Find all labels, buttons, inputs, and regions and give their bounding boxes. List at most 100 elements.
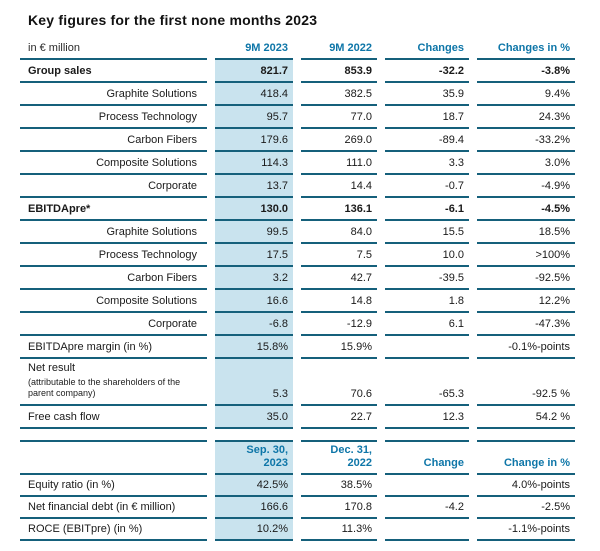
page-title: Key figures for the first none months 20… [28, 12, 318, 28]
cell-value: 4.0%-points [477, 475, 575, 497]
cell-value: 70.6 [301, 359, 377, 406]
column-header-changes-pct: Changes in % [477, 38, 575, 60]
table-row: Net result (attributable to the sharehold… [20, 359, 577, 406]
cell-value: 382.5 [301, 83, 377, 106]
cell-value: -33.2% [477, 129, 575, 152]
table-row: ROCE (EBITpre) (in %) 10.2% 11.3% -1.1%-poi… [20, 519, 577, 541]
row-label: Process Technology [20, 106, 207, 129]
cell-value: 1.8 [385, 290, 469, 313]
cell-value: 136.1 [301, 198, 377, 221]
cell-value: 95.7 [215, 106, 293, 129]
cell-value: -32.2 [385, 60, 469, 83]
row-label: Group sales [20, 60, 207, 83]
table-body: Group sales 821.7 853.9 -32.2 -3.8% Graphite … [20, 60, 577, 429]
table-body: Equity ratio (in %) 42.5% 38.5% 4.0%-points… [20, 475, 577, 541]
cell-value: 54.2 % [477, 406, 575, 429]
row-label: Carbon Fibers [20, 129, 207, 152]
cell-value: 166.6 [215, 497, 293, 519]
row-label: Net result (attributable to the sharehold… [20, 359, 207, 406]
cell-value: -92.5 % [477, 359, 575, 406]
column-header-changes: Changes [385, 38, 469, 60]
table-row: Corporate -6.8 -12.9 6.1 -47.3% [20, 313, 577, 336]
cell-value: 18.5% [477, 221, 575, 244]
cell-value: 12.2% [477, 290, 575, 313]
cell-value: 114.3 [215, 152, 293, 175]
cell-value: -0.7 [385, 175, 469, 198]
table-row: Equity ratio (in %) 42.5% 38.5% 4.0%-points [20, 475, 577, 497]
table-row: Graphite Solutions 99.5 84.0 15.5 18.5% [20, 221, 577, 244]
cell-value: -65.3 [385, 359, 469, 406]
table-row: Corporate 13.7 14.4 -0.7 -4.9% [20, 175, 577, 198]
cell-value: 3.0% [477, 152, 575, 175]
cell-value: 3.3 [385, 152, 469, 175]
cell-value [385, 475, 469, 497]
cell-value: 77.0 [301, 106, 377, 129]
cell-value: 17.5 [215, 244, 293, 267]
table-row: Group sales 821.7 853.9 -32.2 -3.8% [20, 60, 577, 83]
column-header-sep-30-2023: Sep. 30, 2023 [215, 440, 293, 475]
cell-value: 3.2 [215, 267, 293, 290]
table-row: Free cash flow 35.0 22.7 12.3 54.2 % [20, 406, 577, 429]
cell-value: 5.3 [215, 359, 293, 406]
table-row: Carbon Fibers 3.2 42.7 -39.5 -92.5% [20, 267, 577, 290]
cell-value: 179.6 [215, 129, 293, 152]
table-row: Composite Solutions 16.6 14.8 1.8 12.2% [20, 290, 577, 313]
cell-value: 130.0 [215, 198, 293, 221]
unit-label-blank [20, 440, 207, 475]
row-label: Free cash flow [20, 406, 207, 429]
cell-value: 13.7 [215, 175, 293, 198]
row-label: Composite Solutions [20, 152, 207, 175]
table-row: Carbon Fibers 179.6 269.0 -89.4 -33.2% [20, 129, 577, 152]
row-label: Composite Solutions [20, 290, 207, 313]
table-row: Net financial debt (in € million) 166.6 17… [20, 497, 577, 519]
cell-value: 6.1 [385, 313, 469, 336]
unit-label: in € million [20, 38, 207, 60]
cell-value: 14.4 [301, 175, 377, 198]
row-sublabel: (attributable to the shareholders of the… [28, 377, 181, 398]
cell-value: 111.0 [301, 152, 377, 175]
cell-value: 35.0 [215, 406, 293, 429]
column-header-dec-31-2022: Dec. 31, 2022 [301, 440, 377, 475]
cell-value: -4.9% [477, 175, 575, 198]
row-label: Graphite Solutions [20, 221, 207, 244]
row-label: EBITDApre margin (in %) [20, 336, 207, 359]
table-header-row: in € million 9M 2023 9M 2022 Changes Cha… [20, 38, 577, 60]
cell-value [385, 519, 469, 541]
column-header-change-pct: Change in % [477, 440, 575, 475]
cell-value: 38.5% [301, 475, 377, 497]
cell-value: -47.3% [477, 313, 575, 336]
table-row: Process Technology 95.7 77.0 18.7 24.3% [20, 106, 577, 129]
cell-value: -89.4 [385, 129, 469, 152]
table-row: EBITDApre* 130.0 136.1 -6.1 -4.5% [20, 198, 577, 221]
cell-value: -1.1%-points [477, 519, 575, 541]
cell-value: 14.8 [301, 290, 377, 313]
cell-value: -3.8% [477, 60, 575, 83]
table-row: Composite Solutions 114.3 111.0 3.3 3.0% [20, 152, 577, 175]
cell-value: 7.5 [301, 244, 377, 267]
cell-value: 10.0 [385, 244, 469, 267]
row-label: Process Technology [20, 244, 207, 267]
balance-figures-table: Sep. 30, 2023 Dec. 31, 2022 Change Chang… [20, 440, 577, 541]
cell-value: 12.3 [385, 406, 469, 429]
cell-value: 42.5% [215, 475, 293, 497]
cell-value: 10.2% [215, 519, 293, 541]
cell-value: 99.5 [215, 221, 293, 244]
row-label-main: Net result [28, 362, 76, 374]
cell-value: 15.5 [385, 221, 469, 244]
cell-value: -92.5% [477, 267, 575, 290]
cell-value: 84.0 [301, 221, 377, 244]
cell-value: 16.6 [215, 290, 293, 313]
cell-value: 15.9% [301, 336, 377, 359]
row-label: Corporate [20, 175, 207, 198]
row-label: Carbon Fibers [20, 267, 207, 290]
column-header-change: Change [385, 440, 469, 475]
cell-value: >100% [477, 244, 575, 267]
table-header-row: Sep. 30, 2023 Dec. 31, 2022 Change Chang… [20, 440, 577, 475]
row-label: Corporate [20, 313, 207, 336]
cell-value: -6.1 [385, 198, 469, 221]
cell-value [385, 336, 469, 359]
table-row: EBITDApre margin (in %) 15.8% 15.9% -0.1%-p… [20, 336, 577, 359]
cell-value: -6.8 [215, 313, 293, 336]
cell-value: 821.7 [215, 60, 293, 83]
cell-value: -2.5% [477, 497, 575, 519]
